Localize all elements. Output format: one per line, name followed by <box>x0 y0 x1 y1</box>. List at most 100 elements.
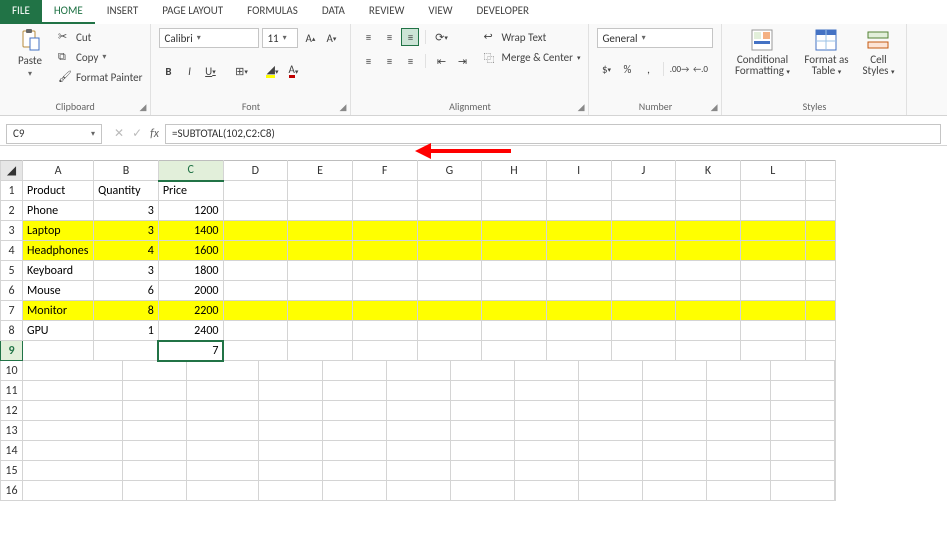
cell[interactable] <box>288 241 353 261</box>
cell[interactable] <box>223 321 288 341</box>
col-header-K[interactable]: K <box>676 161 741 181</box>
row-header[interactable]: 9 <box>1 341 23 361</box>
cell[interactable] <box>676 341 741 361</box>
cell[interactable]: Phone <box>23 201 94 221</box>
cell[interactable] <box>740 221 805 241</box>
row-header[interactable]: 1 <box>1 181 23 201</box>
tab-review[interactable]: REVIEW <box>357 0 417 24</box>
cell[interactable] <box>223 181 288 201</box>
row-header[interactable]: 11 <box>1 381 23 401</box>
cell[interactable] <box>288 261 353 281</box>
cell[interactable] <box>23 401 836 421</box>
cell[interactable] <box>94 341 159 361</box>
cell[interactable] <box>546 301 611 321</box>
cell[interactable] <box>740 261 805 281</box>
cell[interactable]: 1400 <box>158 221 223 241</box>
number-format-combo[interactable]: General▾ <box>597 28 713 48</box>
dialog-launcher-icon[interactable]: ◢ <box>711 102 718 113</box>
cell[interactable] <box>352 181 417 201</box>
cell[interactable] <box>23 441 836 461</box>
cell[interactable]: 1200 <box>158 201 223 221</box>
align-left-button[interactable]: ≡ <box>359 52 377 70</box>
shrink-font-button[interactable]: A▾ <box>322 29 340 47</box>
cell[interactable] <box>288 301 353 321</box>
cell[interactable] <box>417 261 482 281</box>
cell[interactable] <box>611 241 676 261</box>
cell[interactable] <box>352 201 417 221</box>
dialog-launcher-icon[interactable]: ◢ <box>140 102 147 113</box>
cell[interactable]: 2200 <box>158 301 223 321</box>
cell[interactable] <box>676 241 741 261</box>
row-header[interactable]: 13 <box>1 421 23 441</box>
col-header-D[interactable]: D <box>223 161 288 181</box>
cell[interactable] <box>740 321 805 341</box>
row-header[interactable]: 8 <box>1 321 23 341</box>
cell[interactable] <box>417 301 482 321</box>
tab-insert[interactable]: INSERT <box>95 0 151 24</box>
cell[interactable] <box>417 201 482 221</box>
orientation-button[interactable]: ⟳▾ <box>432 28 450 46</box>
dialog-launcher-icon[interactable]: ◢ <box>578 102 585 113</box>
cell[interactable] <box>23 461 836 481</box>
cell[interactable] <box>805 341 835 361</box>
cell[interactable] <box>805 201 835 221</box>
cell[interactable]: Keyboard <box>23 261 94 281</box>
row-header[interactable]: 10 <box>1 361 23 381</box>
cell-styles-button[interactable]: CellStyles ▾ <box>858 28 898 98</box>
cell[interactable] <box>482 321 547 341</box>
wrap-text-button[interactable]: ↩Wrap Text <box>483 28 580 46</box>
font-name-combo[interactable]: Calibri▾ <box>159 28 259 48</box>
col-header-B[interactable]: B <box>94 161 159 181</box>
cell[interactable] <box>611 321 676 341</box>
col-header-L[interactable]: L <box>740 161 805 181</box>
cell[interactable]: Mouse <box>23 281 94 301</box>
dialog-launcher-icon[interactable]: ◢ <box>340 102 347 113</box>
fill-color-button[interactable]: ◢▾ <box>263 62 281 80</box>
tab-developer[interactable]: DEVELOPER <box>465 0 541 24</box>
cell[interactable] <box>288 281 353 301</box>
cell[interactable]: GPU <box>23 321 94 341</box>
cell[interactable] <box>417 241 482 261</box>
cell[interactable] <box>611 301 676 321</box>
cell[interactable] <box>805 261 835 281</box>
cell[interactable] <box>352 241 417 261</box>
decrease-decimal-button[interactable]: ←.0 <box>691 60 709 78</box>
cell[interactable] <box>546 261 611 281</box>
decrease-indent-button[interactable]: ⇤ <box>432 52 450 70</box>
cell[interactable] <box>611 221 676 241</box>
cell[interactable] <box>352 261 417 281</box>
cell[interactable] <box>676 181 741 201</box>
cell[interactable]: Price <box>158 181 223 201</box>
cell[interactable] <box>611 201 676 221</box>
paste-button[interactable]: Paste ▾ <box>8 28 52 98</box>
cell[interactable] <box>676 281 741 301</box>
cell[interactable] <box>805 321 835 341</box>
increase-decimal-button[interactable]: .00→ <box>670 60 688 78</box>
formula-input[interactable]: =SUBTOTAL(102,C2:C8) <box>165 124 941 144</box>
cell[interactable] <box>288 341 353 361</box>
row-header[interactable]: 6 <box>1 281 23 301</box>
cell[interactable] <box>740 201 805 221</box>
cell[interactable] <box>223 201 288 221</box>
accounting-button[interactable]: $▾ <box>597 60 615 78</box>
cell[interactable] <box>417 341 482 361</box>
cell[interactable] <box>676 321 741 341</box>
row-header[interactable]: 3 <box>1 221 23 241</box>
font-color-button[interactable]: A▾ <box>284 62 302 80</box>
cell[interactable]: 3 <box>94 201 159 221</box>
tab-file[interactable]: FILE <box>0 0 42 24</box>
cell[interactable]: Laptop <box>23 221 94 241</box>
conditional-formatting-button[interactable]: ConditionalFormatting ▾ <box>730 28 794 98</box>
align-middle-button[interactable]: ≡ <box>380 28 398 46</box>
cell[interactable] <box>417 281 482 301</box>
cell[interactable]: 3 <box>94 261 159 281</box>
cell[interactable] <box>482 301 547 321</box>
cell[interactable] <box>482 241 547 261</box>
cell[interactable]: 2000 <box>158 281 223 301</box>
row-header[interactable]: 2 <box>1 201 23 221</box>
tab-home[interactable]: HOME <box>42 0 95 24</box>
col-header-E[interactable]: E <box>288 161 353 181</box>
cell[interactable] <box>352 321 417 341</box>
underline-button[interactable]: U▾ <box>201 62 219 80</box>
row-header[interactable]: 16 <box>1 481 23 501</box>
